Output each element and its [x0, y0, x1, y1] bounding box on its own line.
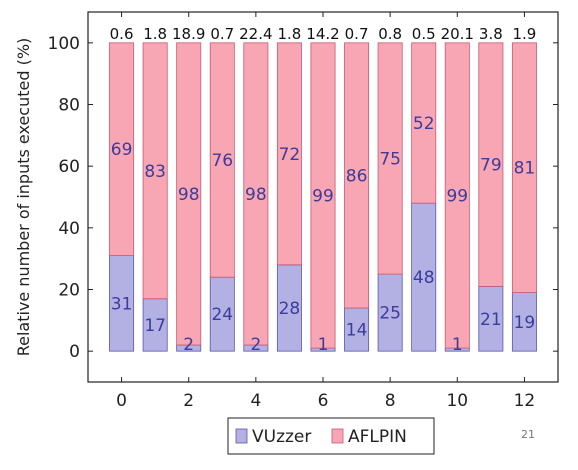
data-label-aflpin: 99 [446, 186, 468, 206]
data-label-aflpin: 98 [178, 185, 200, 205]
data-label-top: 0.7 [345, 25, 369, 43]
bar-aflpin [176, 42, 202, 346]
y-tick-label: 80 [58, 96, 80, 116]
bar-vuzzer [377, 273, 403, 352]
data-label-vuzzer: 48 [413, 268, 435, 288]
data-label-aflpin: 69 [111, 140, 133, 160]
page-number: 21 [521, 428, 535, 441]
data-label-aflpin: 83 [144, 162, 166, 182]
bar-vuzzer [276, 264, 302, 352]
data-label-vuzzer: 21 [480, 310, 502, 330]
data-label-aflpin: 81 [514, 159, 536, 179]
bar-aflpin [411, 42, 437, 204]
bar-aflpin [444, 42, 470, 349]
data-label-top: 1.8 [143, 25, 167, 43]
x-tick-label: 4 [250, 391, 261, 411]
data-label-vuzzer: 14 [346, 321, 368, 341]
y-tick-label: 60 [58, 157, 80, 177]
bar-vuzzer [142, 298, 168, 352]
bar-vuzzer [411, 202, 437, 352]
x-tick-label: 8 [385, 391, 396, 411]
data-label-aflpin: 86 [346, 166, 368, 186]
legend-swatch-vuzzer [235, 428, 248, 444]
data-label-vuzzer: 28 [279, 299, 301, 319]
data-label-vuzzer: 31 [111, 294, 133, 314]
data-label-top: 0.5 [412, 25, 436, 43]
data-label-aflpin: 52 [413, 114, 435, 134]
bar-vuzzer [109, 255, 135, 352]
bar-vuzzer [478, 286, 504, 352]
legend-label-vuzzer: VUzzer [252, 427, 311, 447]
data-label-top: 1.9 [512, 25, 536, 43]
x-tick-label: 2 [183, 391, 194, 411]
bar-aflpin [109, 42, 135, 256]
bar-aflpin [478, 42, 504, 287]
data-label-aflpin: 72 [279, 145, 301, 165]
x-tick-label: 10 [446, 391, 468, 411]
y-axis-label: Relative number of inputs executed (%) [14, 38, 33, 357]
legend-swatch-aflpin [331, 428, 344, 444]
y-tick-label: 0 [69, 342, 80, 362]
data-label-aflpin: 79 [480, 156, 502, 176]
data-label-top: 0.7 [210, 25, 234, 43]
bar-aflpin [344, 42, 370, 309]
legend-label-aflpin: AFLPIN [348, 427, 407, 447]
data-label-aflpin: 99 [312, 186, 334, 206]
data-label-aflpin: 76 [211, 151, 233, 171]
bar-vuzzer [511, 292, 537, 352]
bar-aflpin [209, 42, 235, 278]
y-tick-label: 20 [58, 281, 80, 301]
x-tick-label: 6 [318, 391, 329, 411]
data-label-top: 1.8 [277, 25, 301, 43]
data-label-vuzzer: 1 [318, 335, 329, 355]
legend-box [227, 417, 435, 455]
data-label-aflpin: 98 [245, 185, 267, 205]
data-label-vuzzer: 2 [250, 335, 261, 355]
bar-aflpin [377, 42, 403, 275]
data-label-aflpin: 75 [379, 149, 401, 169]
bar-vuzzer [344, 307, 370, 352]
data-label-top: 18.9 [172, 25, 205, 43]
data-label-vuzzer: 2 [183, 335, 194, 355]
data-label-vuzzer: 17 [144, 316, 166, 336]
data-label-vuzzer: 24 [211, 305, 233, 325]
bar-aflpin [142, 42, 168, 300]
bar-aflpin [243, 42, 269, 346]
data-label-top: 0.6 [110, 25, 134, 43]
bar-aflpin [276, 42, 302, 266]
x-tick-label: 12 [514, 391, 536, 411]
data-label-top: 14.2 [306, 25, 339, 43]
data-label-top: 3.8 [479, 25, 503, 43]
data-label-vuzzer: 25 [379, 304, 401, 324]
data-label-vuzzer: 1 [452, 335, 463, 355]
bar-aflpin [511, 42, 537, 293]
data-label-top: 20.1 [441, 25, 474, 43]
data-label-vuzzer: 19 [514, 313, 536, 333]
y-tick-label: 100 [48, 34, 80, 54]
bar-vuzzer [209, 276, 235, 352]
data-label-top: 0.8 [378, 25, 402, 43]
y-tick-label: 40 [58, 219, 80, 239]
x-tick-label: 0 [116, 391, 127, 411]
bar-aflpin [310, 42, 336, 349]
data-label-top: 22.4 [239, 25, 272, 43]
